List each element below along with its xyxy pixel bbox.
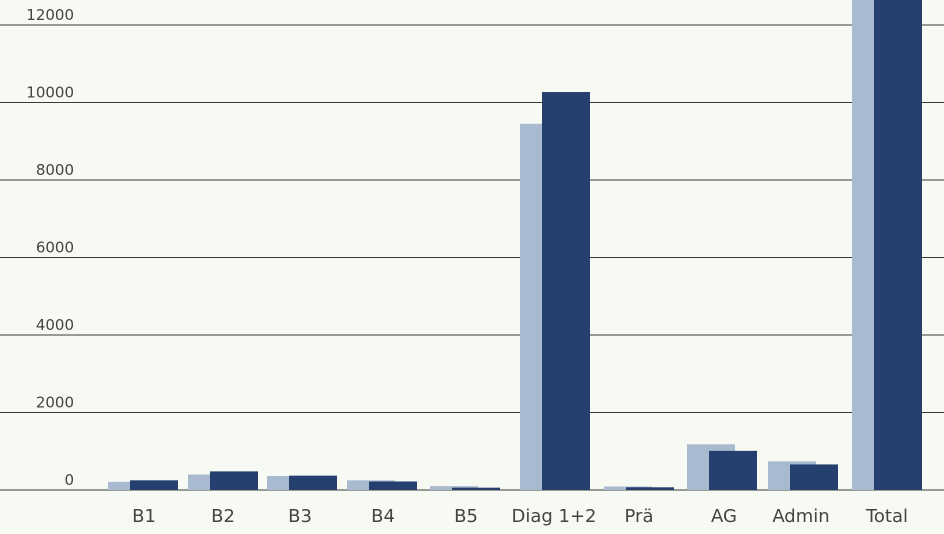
bar-series2-ag bbox=[709, 450, 757, 490]
x-tick-label-b3: B3 bbox=[288, 506, 312, 527]
x-tick-label-pr-: Prä bbox=[625, 506, 654, 527]
y-tick-label-0: 0 bbox=[64, 471, 74, 489]
x-axis-tick-labels: B1 B2 B3 B4 B5 Diag 1+2 Prä AG Admin Total bbox=[132, 506, 908, 527]
x-tick-label-b4: B4 bbox=[371, 506, 395, 527]
bar-series2-b4 bbox=[369, 481, 417, 490]
x-tick-label-b5: B5 bbox=[454, 506, 478, 527]
bars bbox=[108, 0, 922, 490]
bar-series2-diag-1-2 bbox=[542, 92, 590, 490]
bar-series2-pr- bbox=[626, 487, 674, 490]
x-tick-label-ag: AG bbox=[711, 506, 737, 527]
y-axis-tick-labels: 0 2000 4000 6000 8000 10000 12000 bbox=[26, 6, 74, 489]
y-tick-label-4000: 4000 bbox=[36, 316, 74, 334]
bar-series2-b2 bbox=[210, 471, 258, 490]
y-tick-label-10000: 10000 bbox=[26, 84, 74, 102]
x-tick-label-admin: Admin bbox=[772, 506, 829, 527]
x-tick-label-b1: B1 bbox=[132, 506, 156, 527]
y-tick-label-6000: 6000 bbox=[36, 239, 74, 257]
y-tick-label-12000: 12000 bbox=[26, 6, 74, 24]
y-tick-label-2000: 2000 bbox=[36, 394, 74, 412]
bar-series2-b5 bbox=[452, 487, 500, 490]
x-tick-label-diag-1-2: Diag 1+2 bbox=[511, 506, 596, 527]
bar-series2-admin bbox=[790, 464, 838, 490]
bar-series2-total bbox=[874, 0, 922, 490]
y-tick-label-8000: 8000 bbox=[36, 161, 74, 179]
x-tick-label-total: Total bbox=[865, 506, 908, 527]
gridlines bbox=[0, 24, 944, 491]
x-tick-label-b2: B2 bbox=[211, 506, 235, 527]
bar-series2-b3 bbox=[289, 475, 337, 490]
bar-series2-b1 bbox=[130, 480, 178, 490]
